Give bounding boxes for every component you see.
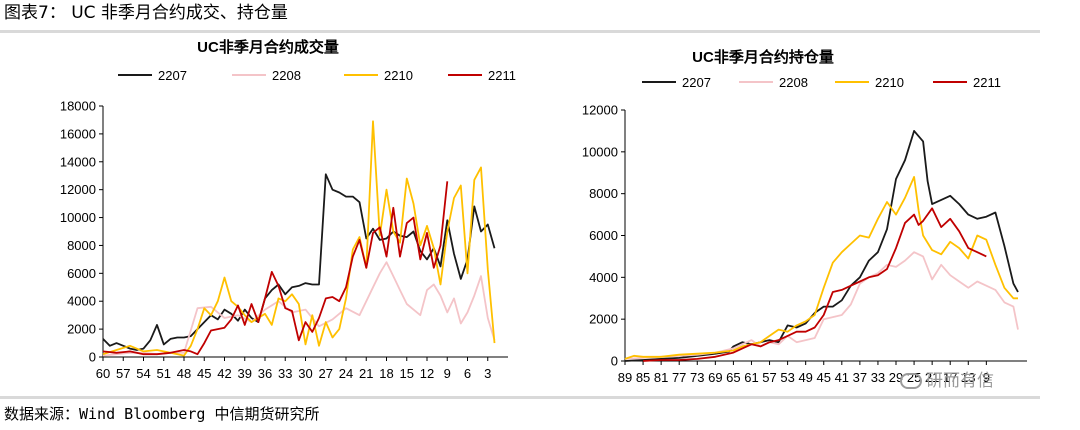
vol-x-tick-label: 6 bbox=[464, 366, 471, 381]
oi-legend-label-2207: 2207 bbox=[682, 75, 711, 90]
vol-x-tick-label: 42 bbox=[217, 366, 231, 381]
vol-x-tick-label: 39 bbox=[238, 366, 252, 381]
oi-y-tick-label: 2000 bbox=[589, 312, 618, 327]
oi-series-line-2210 bbox=[624, 175, 1018, 360]
oi-x-tick-label: 21 bbox=[925, 370, 939, 385]
oi-x-tick-label: 85 bbox=[636, 370, 650, 385]
vol-x-tick-label: 15 bbox=[400, 366, 414, 381]
oi-x-tick-label: 77 bbox=[672, 370, 686, 385]
vol-legend-label-2207: 2207 bbox=[158, 68, 187, 83]
vol-x-tick-label: 21 bbox=[359, 366, 373, 381]
oi-x-tick-label: 9 bbox=[983, 370, 990, 385]
oi-y-tick-label: 0 bbox=[611, 354, 618, 369]
oi-x-tick-label: 41 bbox=[835, 370, 849, 385]
oi-series-line-2208 bbox=[624, 251, 1019, 360]
oi-x-tick-label: 17 bbox=[943, 370, 957, 385]
oi-x-tick-label: 13 bbox=[961, 370, 975, 385]
vol-y-tick-label: 0 bbox=[89, 350, 96, 365]
vol-x-tick-label: 3 bbox=[484, 366, 491, 381]
vol-y-tick-label: 14000 bbox=[60, 154, 96, 169]
watermark: 研而有信 bbox=[900, 366, 994, 391]
vol-x-tick-label: 45 bbox=[197, 366, 211, 381]
vol-series-line-2210 bbox=[102, 120, 496, 357]
vol-y-tick-label: 16000 bbox=[60, 126, 96, 141]
vol-x-tick-label: 30 bbox=[298, 366, 312, 381]
vol-x-tick-label: 57 bbox=[116, 366, 130, 381]
wechat-icon bbox=[900, 373, 922, 389]
vol-chart-title: UC非季月合约成交量 bbox=[197, 38, 339, 56]
vol-y-tick-label: 18000 bbox=[60, 99, 96, 114]
oi-series-line-2207 bbox=[624, 130, 1019, 362]
vol-legend-label-2211: 2211 bbox=[488, 68, 516, 83]
vol-series-line-2207 bbox=[102, 173, 496, 351]
top-rule bbox=[0, 30, 1040, 33]
oi-y-tick-label: 8000 bbox=[589, 186, 618, 201]
oi-x-tick-label: 73 bbox=[690, 370, 704, 385]
vol-x-tick-label: 12 bbox=[420, 366, 434, 381]
vol-x-tick-label: 33 bbox=[278, 366, 292, 381]
oi-y-tick-label: 10000 bbox=[582, 144, 618, 159]
oi-x-tick-label: 61 bbox=[744, 370, 758, 385]
vol-legend-label-2210: 2210 bbox=[384, 68, 413, 83]
figure-title: 图表7： UC 非季月合约成交、持仓量 bbox=[4, 3, 288, 23]
vol-x-tick-label: 54 bbox=[136, 366, 150, 381]
vol-x-tick-label: 51 bbox=[157, 366, 171, 381]
vol-x-tick-label: 36 bbox=[258, 366, 272, 381]
oi-x-tick-label: 37 bbox=[853, 370, 867, 385]
bottom-rule bbox=[0, 396, 1040, 399]
vol-x-tick-label: 60 bbox=[96, 366, 110, 381]
vol-y-tick-label: 12000 bbox=[60, 182, 96, 197]
oi-x-tick-label: 65 bbox=[726, 370, 740, 385]
oi-legend-label-2211: 2211 bbox=[973, 75, 1001, 90]
vol-x-tick-label: 9 bbox=[444, 366, 451, 381]
oi-x-tick-label: 57 bbox=[762, 370, 776, 385]
oi-x-tick-label: 29 bbox=[889, 370, 903, 385]
vol-x-tick-label: 27 bbox=[319, 366, 333, 381]
oi-legend-label-2208: 2208 bbox=[779, 75, 808, 90]
watermark-text: 研而有信 bbox=[926, 371, 994, 391]
oi-y-tick-label: 4000 bbox=[589, 270, 618, 285]
vol-y-tick-label: 2000 bbox=[67, 322, 96, 337]
vol-y-tick-label: 6000 bbox=[67, 266, 96, 281]
vol-x-tick-label: 18 bbox=[379, 366, 393, 381]
oi-x-tick-label: 33 bbox=[871, 370, 885, 385]
vol-y-tick-label: 10000 bbox=[60, 210, 96, 225]
oi-y-tick-label: 12000 bbox=[582, 103, 618, 118]
source-note: 数据来源：Wind Bloomberg 中信期货研究所 bbox=[4, 405, 320, 423]
oi-x-tick-label: 69 bbox=[708, 370, 722, 385]
open-interest-chart: UC非季月合约持仓量 2207 2208 2210 2211 0 2000 4000 6000 8… bbox=[582, 48, 1027, 385]
vol-y-tick-label: 8000 bbox=[67, 238, 96, 253]
oi-x-tick-label: 49 bbox=[798, 370, 812, 385]
vol-x-tick-label: 48 bbox=[177, 366, 191, 381]
oi-x-tick-label: 53 bbox=[780, 370, 794, 385]
vol-x-tick-label: 24 bbox=[339, 366, 353, 381]
vol-series-line-2208 bbox=[102, 261, 496, 357]
oi-x-tick-label: 45 bbox=[817, 370, 831, 385]
oi-legend-label-2210: 2210 bbox=[875, 75, 904, 90]
vol-series-line-2211 bbox=[102, 181, 449, 356]
oi-chart-title: UC非季月合约持仓量 bbox=[692, 48, 834, 66]
vol-y-tick-label: 4000 bbox=[67, 294, 96, 309]
vol-legend-label-2208: 2208 bbox=[272, 68, 301, 83]
volume-chart: UC非季月合约成交量 2207 2208 2210 2211 0 2000 4000 6000 8… bbox=[60, 38, 516, 381]
oi-x-tick-label: 81 bbox=[654, 370, 668, 385]
oi-y-tick-label: 6000 bbox=[589, 228, 618, 243]
oi-series-line-2211 bbox=[643, 207, 987, 362]
oi-x-tick-label: 89 bbox=[618, 370, 632, 385]
